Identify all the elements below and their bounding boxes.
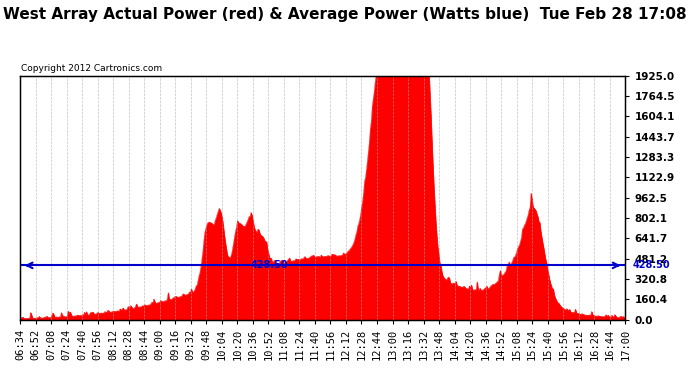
Text: West Array Actual Power (red) & Average Power (Watts blue)  Tue Feb 28 17:08: West Array Actual Power (red) & Average … (3, 8, 687, 22)
Text: 428.50: 428.50 (0, 374, 1, 375)
Text: 428.50: 428.50 (250, 260, 288, 270)
Text: Copyright 2012 Cartronics.com: Copyright 2012 Cartronics.com (21, 64, 161, 73)
Text: 428.50: 428.50 (632, 260, 670, 270)
